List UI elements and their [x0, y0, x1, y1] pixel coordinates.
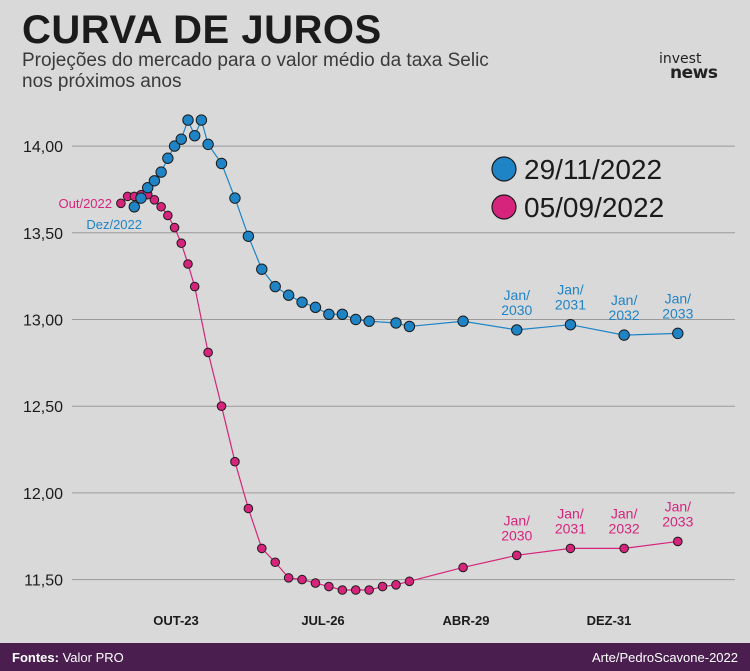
logo-text-bottom: news	[670, 63, 718, 83]
x-tick-label: JUL-26	[301, 613, 344, 628]
legend-label: 29/11/2022	[524, 154, 662, 185]
data-point	[148, 175, 161, 187]
data-point	[457, 315, 469, 327]
data-point	[297, 574, 307, 585]
footer-bar: Fontes: Valor PRO Arte/PedroScavone-2022	[0, 643, 750, 671]
data-point	[511, 550, 522, 561]
legend-marker	[491, 194, 517, 220]
data-point	[511, 324, 523, 336]
legend-marker	[491, 156, 517, 182]
y-tick-label: 14,00	[23, 139, 63, 156]
data-point	[350, 585, 361, 595]
data-point	[188, 129, 201, 142]
point-label: Jan/2032	[609, 505, 640, 536]
yield-curve-chart: 11,50 12,00 12,50 13,00 13,50 14,00 OUT-23 JUL-…	[23, 114, 735, 628]
data-point	[377, 581, 388, 592]
data-point	[155, 166, 167, 178]
data-point	[195, 114, 208, 126]
data-point	[564, 319, 577, 331]
data-point	[283, 573, 294, 583]
point-label: Jan/2033	[662, 498, 693, 529]
data-point	[243, 503, 254, 514]
data-point	[229, 192, 241, 204]
data-point	[619, 543, 629, 554]
data-point	[156, 201, 166, 212]
art-credit: Arte/PedroScavone-2022	[592, 650, 738, 665]
point-label: Jan/2031	[555, 282, 586, 313]
data-point	[202, 138, 214, 151]
data-point	[162, 152, 174, 164]
y-tick-label: 13,00	[23, 313, 63, 330]
x-tick-label: OUT-23	[153, 613, 199, 628]
y-tick-label: 13,50	[23, 226, 63, 243]
data-point	[149, 195, 160, 205]
data-point	[163, 210, 173, 221]
point-label: Jan/2030	[501, 512, 532, 543]
y-tick-label: 12,50	[23, 399, 63, 416]
data-point	[135, 192, 147, 204]
data-point	[256, 263, 268, 275]
data-point	[175, 133, 187, 145]
point-label: Jan/2030	[501, 287, 532, 318]
data-point	[324, 581, 334, 592]
data-point	[215, 157, 228, 170]
data-point	[296, 296, 308, 308]
data-point	[182, 114, 194, 126]
data-point	[242, 230, 255, 242]
series-start-label: Out/2022	[59, 196, 113, 211]
data-point	[618, 329, 630, 341]
data-point	[309, 301, 322, 314]
data-point	[176, 238, 187, 249]
data-point	[458, 562, 468, 573]
investnews-logo: invest news	[659, 51, 718, 83]
data-point	[128, 201, 141, 213]
series-line-05-09-2022	[120, 194, 678, 591]
data-point	[183, 259, 193, 269]
data-point	[269, 280, 281, 293]
data-point	[403, 320, 416, 333]
data-point	[672, 327, 684, 340]
data-point	[256, 543, 267, 554]
source-note: Fontes: Valor PRO	[12, 650, 124, 665]
y-tick-label: 12,00	[23, 486, 63, 503]
data-point	[142, 182, 154, 194]
point-label: Jan/2033	[662, 290, 693, 321]
point-label: Jan/2031	[555, 505, 586, 536]
y-tick-label: 11,50	[24, 573, 63, 590]
data-point	[565, 543, 576, 554]
legend-label: 05/09/2022	[524, 192, 664, 223]
data-point	[323, 308, 335, 320]
data-point	[336, 308, 349, 320]
data-point	[216, 401, 227, 412]
data-point	[270, 557, 281, 568]
source-value: Valor PRO	[62, 650, 124, 665]
data-point	[203, 347, 213, 358]
data-point	[673, 536, 683, 547]
data-point	[310, 578, 321, 588]
point-label: Jan/2032	[609, 292, 640, 323]
data-point	[350, 313, 362, 326]
chart-subtitle: Projeções do mercado para o valor médio …	[22, 50, 489, 92]
x-tick-label: ABR-29	[443, 613, 490, 628]
x-tick-label: DEZ-31	[587, 613, 632, 628]
data-point	[391, 580, 401, 590]
logo-text-top: invest	[659, 51, 702, 67]
data-point	[404, 576, 415, 587]
data-point	[169, 222, 180, 233]
series-start-label: Dez/2022	[86, 217, 142, 232]
data-point	[337, 585, 348, 595]
data-point	[363, 315, 375, 327]
data-point	[364, 585, 374, 595]
chart-title: CURVA DE JUROS	[22, 8, 382, 52]
data-point	[168, 140, 181, 152]
series-line-29-11-2022	[133, 118, 678, 336]
data-point	[230, 456, 240, 467]
data-point	[189, 281, 200, 292]
data-point	[390, 317, 402, 329]
data-point	[116, 198, 126, 209]
data-point	[282, 289, 295, 301]
source-label: Fontes:	[12, 650, 59, 665]
